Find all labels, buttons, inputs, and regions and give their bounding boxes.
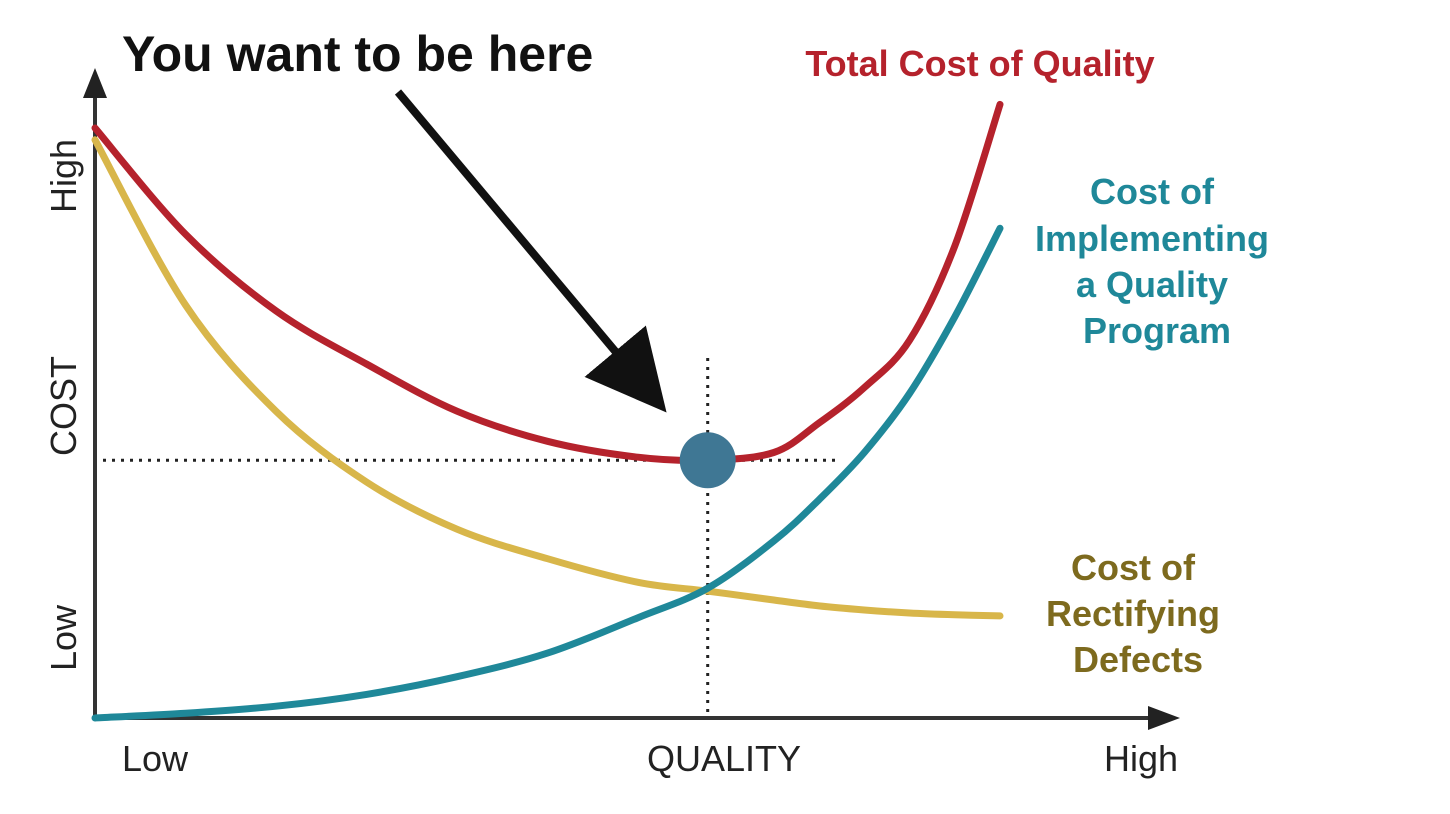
annotation-arrow-icon [394, 89, 667, 413]
x-tick-label-low: Low [122, 738, 189, 779]
y-tick-label-high: High [43, 139, 84, 213]
x-axis-label: QUALITY [647, 738, 801, 779]
series-label-cost-of-implementing-a-quality-program: Cost of Implementing a Quality Program [1035, 171, 1279, 351]
series-label-total-cost-of-quality: Total Cost of Quality [805, 43, 1154, 84]
series-label-cost-of-rectifying-defects: Cost of Rectifying Defects [1046, 547, 1230, 680]
series-line-cost-of-implementing-a-quality-program [91, 224, 1004, 722]
series-line-cost-of-rectifying-defects [91, 136, 1004, 620]
x-tick-label-high: High [1104, 738, 1178, 779]
annotation-you-want-to-be-here: You want to be here [122, 26, 593, 82]
y-axis-label: COST [43, 356, 84, 456]
optimum-point-marker [679, 432, 736, 489]
y-axis-arrowhead [83, 68, 107, 98]
x-axis-arrowhead [1148, 706, 1180, 730]
series-line-total-cost-of-quality [91, 100, 1004, 465]
y-tick-label-low: Low [43, 604, 84, 671]
